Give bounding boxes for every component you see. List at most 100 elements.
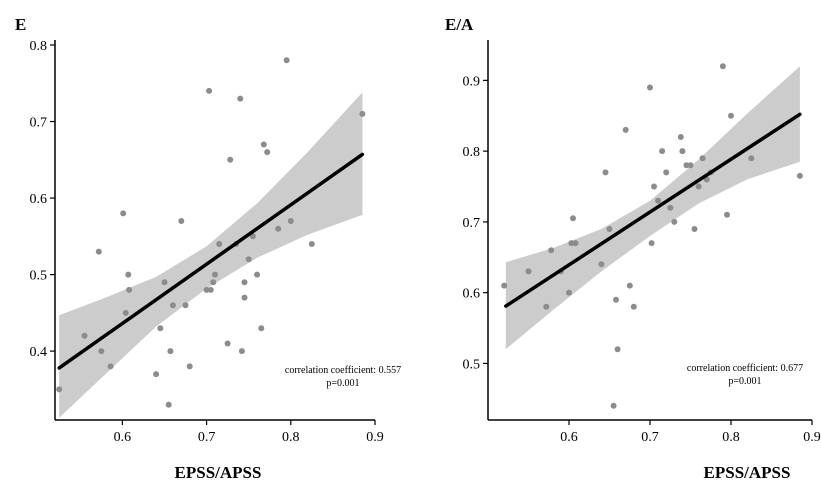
panel-title: E [15, 15, 26, 34]
data-point [679, 148, 686, 155]
data-point [107, 363, 114, 370]
data-point [206, 87, 213, 94]
data-point [796, 172, 803, 179]
correlation-annotation: correlation coefficient: 0.677 [687, 363, 803, 374]
data-point [648, 240, 655, 247]
x-tick-label: 0.8 [722, 430, 740, 445]
correlation-annotation: correlation coefficient: 0.557 [285, 365, 401, 376]
data-point [81, 332, 88, 339]
data-point [287, 218, 294, 224]
data-point [186, 363, 193, 370]
data-point [125, 271, 132, 278]
y-tick-label: 0.8 [30, 39, 48, 54]
regression-line [57, 152, 365, 370]
x-axis-label: EPSS/APSS [704, 463, 791, 482]
data-point [719, 63, 726, 70]
data-point [241, 294, 248, 301]
data-point [264, 149, 271, 156]
data-point [613, 296, 619, 303]
data-point [224, 340, 231, 347]
x-tick-label: 0.7 [198, 430, 216, 445]
data-point [655, 197, 662, 204]
data-point [178, 218, 185, 224]
data-point [56, 386, 63, 393]
x-axis-label: EPSS/APSS [175, 463, 262, 482]
y-tick-label: 0.6 [463, 287, 481, 302]
data-point [626, 282, 633, 289]
data-point [212, 271, 218, 278]
data-point [238, 348, 245, 355]
data-point [308, 241, 315, 247]
data-point [622, 126, 629, 133]
data-point [614, 346, 621, 353]
panel-e-over-a: E/A 0.6 0.7 0.8 0.9 0.5 0.6 0.7 0.8 0.9 correlatio… [445, 15, 821, 482]
data-point [227, 156, 234, 163]
data-point [748, 155, 755, 162]
confidence-band [505, 66, 800, 350]
y-tick-label: 0.9 [463, 74, 481, 89]
data-point [566, 289, 572, 296]
data-point [210, 279, 217, 286]
data-point [207, 286, 214, 293]
y-tick-label: 0.7 [463, 216, 481, 231]
y-tick-label: 0.4 [30, 345, 48, 360]
data-point [570, 215, 576, 222]
data-point [95, 248, 102, 255]
data-point [260, 141, 267, 148]
data-point [687, 162, 694, 169]
data-point [241, 279, 248, 286]
data-point [169, 302, 176, 309]
data-point [606, 226, 613, 232]
y-tick-label: 0.8 [463, 145, 481, 160]
data-point [543, 303, 550, 310]
data-point [651, 183, 657, 190]
data-point [548, 247, 555, 254]
data-point [167, 348, 174, 355]
data-point [677, 134, 684, 140]
data-point [165, 401, 172, 408]
panel-e: E 0.6 0.7 0.8 0.9 0.4 0.5 0.6 0.7 0.8 correlation … [15, 15, 401, 482]
x-tick-label: 0.9 [366, 430, 384, 445]
data-point [501, 282, 508, 289]
data-point [237, 95, 244, 102]
data-point [153, 371, 160, 378]
data-point [667, 204, 674, 211]
data-point [691, 226, 698, 232]
data-point [245, 256, 252, 263]
p-value-annotation: p=0.001 [326, 378, 359, 389]
data-point [572, 240, 579, 247]
data-point [695, 183, 702, 190]
data-point [671, 218, 678, 225]
data-point [120, 210, 127, 217]
data-point [126, 286, 133, 293]
data-point [602, 169, 609, 176]
data-point [663, 169, 670, 176]
data-point [659, 148, 666, 155]
data-point [610, 402, 617, 409]
x-tick-label: 0.9 [803, 430, 821, 445]
data-point [647, 84, 653, 91]
data-point [525, 268, 532, 275]
data-point [157, 325, 164, 332]
data-point [122, 309, 129, 316]
data-point [728, 112, 734, 119]
data-point [203, 286, 210, 293]
data-point [254, 271, 261, 278]
data-point [630, 303, 637, 310]
x-tick-label: 0.8 [282, 430, 300, 445]
data-point [699, 155, 706, 162]
data-point [249, 233, 256, 240]
data-point [98, 348, 105, 355]
x-tick-label: 0.7 [641, 430, 659, 445]
data-point [283, 57, 290, 64]
data-point [598, 261, 605, 268]
data-point [275, 225, 282, 232]
p-value-annotation: p=0.001 [728, 376, 761, 387]
regression-line [504, 112, 802, 308]
data-point [258, 325, 265, 332]
data-point [161, 279, 168, 286]
y-tick-label: 0.5 [30, 269, 48, 284]
data-point [182, 302, 189, 309]
x-tick-label: 0.6 [114, 430, 132, 445]
